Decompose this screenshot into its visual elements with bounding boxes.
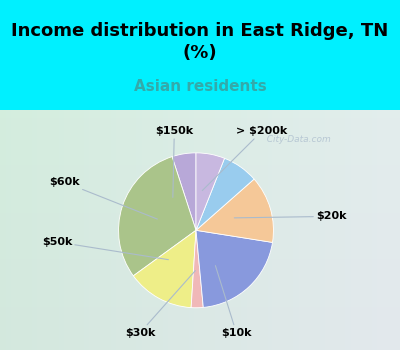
Wedge shape (191, 230, 203, 308)
Text: Asian residents: Asian residents (134, 79, 266, 94)
Text: > $200k: > $200k (202, 126, 288, 190)
Wedge shape (196, 158, 254, 230)
Text: $20k: $20k (234, 211, 346, 221)
Text: $60k: $60k (49, 177, 157, 219)
Text: $50k: $50k (42, 237, 168, 260)
Wedge shape (196, 230, 272, 307)
Wedge shape (133, 230, 196, 308)
Text: $30k: $30k (125, 271, 195, 337)
Wedge shape (196, 153, 224, 230)
Text: City-Data.com: City-Data.com (261, 134, 331, 144)
Wedge shape (196, 179, 274, 243)
Wedge shape (172, 153, 196, 230)
Wedge shape (118, 157, 196, 276)
Text: $150k: $150k (155, 126, 193, 197)
Text: $10k: $10k (216, 266, 252, 337)
Text: Income distribution in East Ridge, TN
(%): Income distribution in East Ridge, TN (%… (11, 22, 389, 62)
